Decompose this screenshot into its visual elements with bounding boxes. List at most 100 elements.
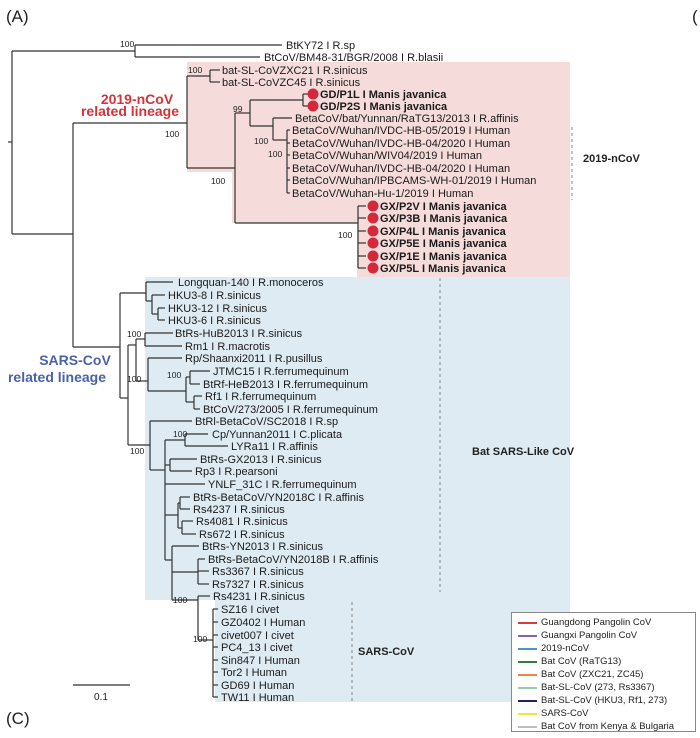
scale-bar-label: 0.1 xyxy=(94,692,108,703)
leaf-label: BtRs-GX2013 I R.sinicus xyxy=(200,454,322,466)
pangolin-marker-icon xyxy=(367,237,379,249)
bootstrap-value: 100 xyxy=(127,329,141,339)
leaf-label: bat-SL-CoVZC45 I R.sinicus xyxy=(222,77,361,89)
leaf-label: BetaCoV/Wuhan/WIV04/2019 I Human xyxy=(292,150,482,162)
leaf-label: Rp/Shaanxi2011 I R.pusillus xyxy=(185,353,323,365)
bootstrap-value: 100 xyxy=(268,149,282,159)
legend-item: Bat CoV from Kenya & Bulgaria xyxy=(518,720,689,733)
ncov-clade-label: 2019-nCoV xyxy=(583,153,641,165)
bootstrap-value: 100 xyxy=(211,176,225,186)
leaf-label: Rp3 I R.pearsoni xyxy=(195,466,278,478)
panel-label-c: (C) xyxy=(6,709,30,728)
bootstrap-value: 100 xyxy=(254,136,268,146)
leaf-label: HKU3-12 I R.sinicus xyxy=(168,303,268,315)
legend-label: Bat CoV from Kenya & Bulgaria xyxy=(541,721,675,732)
tree-branches xyxy=(8,44,366,698)
bootstrap-value: 100 xyxy=(127,374,141,384)
leaf-label: BetaCoV/Wuhan/IPBCAMS-WH-01/2019 I Human xyxy=(292,175,536,187)
legend-swatch xyxy=(518,647,537,650)
leaf-label: Rm1 I R.macrotis xyxy=(185,341,270,353)
leaf-label: YNLF_31C I R.ferrumequinum xyxy=(208,479,357,491)
panel-label-b-partial: ( xyxy=(692,7,698,26)
bootstrap-value: 99 xyxy=(233,104,243,114)
legend-swatch xyxy=(518,686,537,689)
leaf-label: TW11 I Human xyxy=(221,692,294,704)
legend-item: SARS-CoV xyxy=(518,707,689,720)
leaf-label: BetaCoV/Wuhan/IVDC-HB-04/2020 I Human xyxy=(292,163,510,175)
pangolin-marker-icon xyxy=(367,212,379,224)
leaf-label: BtRl-BetaCoV/SC2018 I R.sp xyxy=(195,416,338,428)
bootstrap-value: 100 xyxy=(188,65,202,75)
leaf-label: GX/P5L I Manis javanica xyxy=(380,263,507,275)
legend-label: Bat CoV (ZXC21, ZC45) xyxy=(541,669,644,680)
leaf-label: Rs4237 I R.sinicus xyxy=(193,504,285,516)
panel-label-a: (A) xyxy=(6,7,29,26)
leaf-label: Cp/Yunnan2011 I C.plicata xyxy=(212,429,343,441)
leaf-label: JTMC15 I R.ferrumequinum xyxy=(213,366,349,378)
leaf-label: GD69 I Human xyxy=(221,680,294,692)
leaf-label: BetaCoV/bat/Yunnan/RaTG13/2013 I R.affin… xyxy=(295,113,519,125)
leaf-label: BtRf-HeB2013 I R.ferrumequinum xyxy=(203,379,368,391)
ncov-lineage-subtitle: related lineage xyxy=(81,103,179,119)
leaf-label: SZ16 I civet xyxy=(221,604,279,616)
leaf-label: BtRs-BetaCoV/YN2018B I R.affinis xyxy=(208,554,379,566)
legend-swatch xyxy=(518,621,537,624)
leaf-label: Sin847 I Human xyxy=(221,655,300,667)
legend-item: Bat-SL-CoV (HKU3, Rf1, 273) xyxy=(518,694,689,707)
bootstrap-value: 100 xyxy=(193,634,207,644)
legend-label: Guangdong Pangolin CoV xyxy=(541,617,652,628)
leaf-label: civet007 I civet xyxy=(221,630,294,642)
leaf-label: HKU3-8 I R.sinicus xyxy=(168,290,261,302)
bat-sl-clade-label: Bat SARS-Like CoV xyxy=(472,446,575,458)
ncov-lineage-box xyxy=(187,62,570,277)
leaf-label: Rs672 I R.sinicus xyxy=(199,529,285,541)
leaf-label: BtRs-BetaCoV/YN2018C I R.affinis xyxy=(193,492,364,504)
bootstrap-value: 100 xyxy=(130,446,144,456)
leaf-label: Rs3367 I R.sinicus xyxy=(212,566,304,578)
ncov-lineage-title: 2019-nCoV xyxy=(101,91,174,107)
legend-label: Bat CoV (RaTG13) xyxy=(541,656,622,667)
legend-label: SARS-CoV xyxy=(541,708,589,719)
legend-label: Bat-SL-CoV (HKU3, Rf1, 273) xyxy=(541,695,668,706)
bootstrap-value: 100 xyxy=(173,429,187,439)
bootstrap-value: 100 xyxy=(167,370,181,380)
legend-swatch xyxy=(518,660,537,663)
legend: Guangdong Pangolin CoV Guangxi Pangolin C… xyxy=(511,612,696,732)
leaf-label: BtCoV/273/2005 I R.ferrumequinum xyxy=(203,404,378,416)
leaf-label: bat-SL-CoVZXC21 I R.sinicus xyxy=(222,65,368,77)
leaf-label: BtCoV/BM48-31/BGR/2008 I R.blasii xyxy=(264,52,443,64)
pangolin-marker-icon xyxy=(307,100,319,112)
leaf-label: LYRa11 I R.affinis xyxy=(231,441,318,453)
leaf-label: GX/P4L I Manis javanica xyxy=(380,226,507,238)
leaf-label: GD/P2S I Manis javanica xyxy=(320,101,448,113)
leaf-label: BetaCoV/Wuhan-Hu-1/2019 I Human xyxy=(292,188,473,200)
leaf-label: Tor2 I Human xyxy=(221,667,287,679)
legend-label: 2019-nCoV xyxy=(541,643,590,654)
pangolin-marker-icon xyxy=(307,88,319,100)
leaf-label: BetaCoV/Wuhan/IVDC-HB-05/2019 I Human xyxy=(292,125,510,137)
pangolin-marker-icon xyxy=(367,200,379,212)
bootstrap-value: 100 xyxy=(173,595,187,605)
leaf-label: GD/P1L I Manis javanica xyxy=(320,89,447,101)
leaf-label: Rs4231 I R.sinicus xyxy=(213,591,305,603)
leaf-label: Rs7327 I R.sinicus xyxy=(212,579,304,591)
legend-item: Guangxi Pangolin CoV xyxy=(518,629,689,642)
leaf-label: GX/P3B I Manis javanica xyxy=(380,213,508,225)
legend-swatch xyxy=(518,712,537,715)
legend-swatch xyxy=(518,699,537,702)
sars-lineage-box xyxy=(145,277,570,702)
bootstrap-value: 100 xyxy=(338,230,352,240)
bootstrap-value: 100 xyxy=(120,39,134,49)
legend-label: Guangxi Pangolin CoV xyxy=(541,630,638,641)
legend-item: Guangdong Pangolin CoV xyxy=(518,616,689,629)
sars-lineage-title: SARS-CoV xyxy=(39,352,111,368)
leaf-label: GZ0402 I Human xyxy=(221,617,305,629)
leaf-label: PC4_13 I civet xyxy=(221,642,293,654)
legend-swatch xyxy=(518,634,537,637)
leaf-label: BtKY72 I R.sp xyxy=(286,40,355,52)
bootstrap-value: 100 xyxy=(165,129,179,139)
legend-item: Bat CoV (RaTG13) xyxy=(518,655,689,668)
